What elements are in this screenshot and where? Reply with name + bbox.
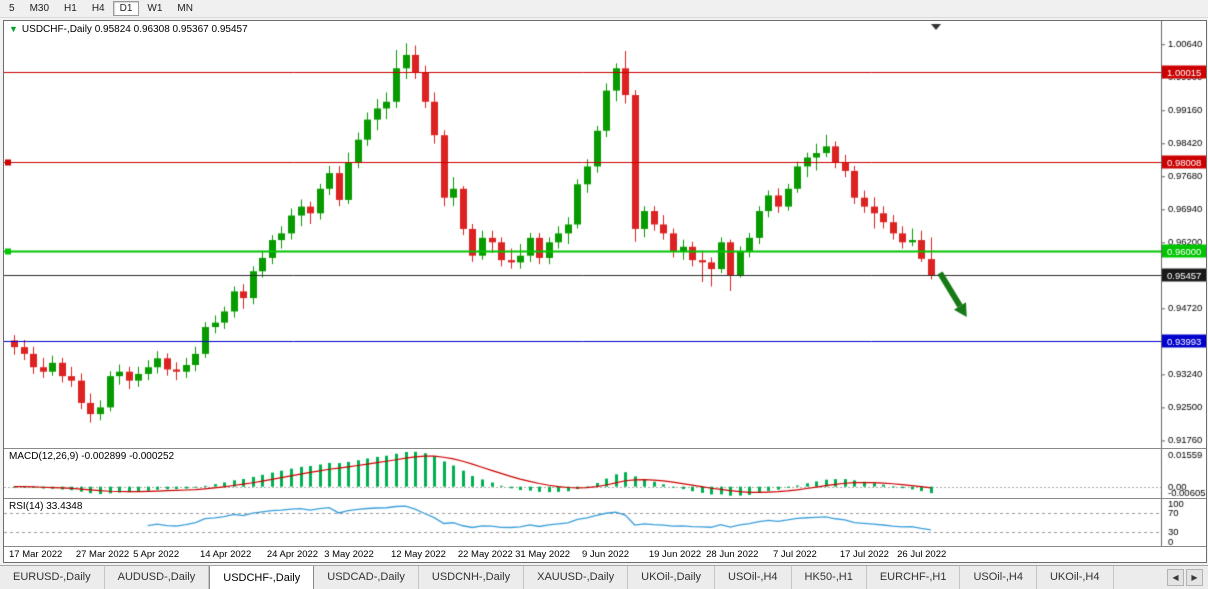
time-axis-label: 7 Jul 2022: [773, 549, 817, 560]
chart-tab-3[interactable]: USDCAD-,Daily: [314, 566, 419, 589]
macd-pane: MACD(12,26,9) -0.002899 -0.000252: [4, 449, 1206, 499]
chart-tab-0[interactable]: EURUSD-,Daily: [0, 566, 105, 589]
timeframe-button-m30[interactable]: M30: [23, 1, 56, 16]
chart-tab-11[interactable]: UKOil-,H4: [1037, 566, 1114, 589]
price-chart-canvas[interactable]: [4, 21, 1206, 448]
chart-window: ▼ USDCHF-,Daily 0.95824 0.96308 0.95367 …: [3, 20, 1207, 563]
chart-tabbar: EURUSD-,Daily AUDUSD-,Daily USDCHF-,Daily U…: [0, 565, 1208, 589]
chart-tab-2[interactable]: USDCHF-,Daily: [209, 566, 315, 589]
chart-tab-4[interactable]: USDCNH-,Daily: [419, 566, 525, 589]
chart-tab-8[interactable]: HK50-,H1: [792, 566, 867, 589]
time-axis-label: 3 May 2022: [324, 549, 374, 560]
timeframe-button-mn[interactable]: MN: [170, 1, 200, 16]
time-axis-label: 31 May 2022: [515, 549, 571, 560]
chart-tab-1[interactable]: AUDUSD-,Daily: [105, 566, 210, 589]
chart-tab-9[interactable]: EURCHF-,H1: [867, 566, 961, 589]
time-axis-label: 27 Mar 2022: [75, 549, 130, 560]
timeframe-button-5[interactable]: 5: [2, 1, 22, 16]
chart-tabs: EURUSD-,Daily AUDUSD-,Daily USDCHF-,Daily U…: [0, 566, 1162, 589]
time-axis-label: 17 Jul 2022: [839, 549, 889, 560]
time-axis-label: 9 Jun 2022: [582, 549, 630, 560]
time-axis-label: 5 Apr 2022: [133, 549, 180, 560]
time-axis-label: 12 May 2022: [391, 549, 446, 560]
chart-tab-7[interactable]: USOil-,H4: [715, 566, 792, 589]
time-axis-label: 14 Apr 2022: [200, 549, 252, 560]
time-axis-label: 28 Jun 2022: [706, 549, 759, 560]
time-axis-label: 22 May 2022: [457, 549, 513, 560]
macd-canvas[interactable]: [4, 449, 1206, 498]
tabs-scroll-left-button[interactable]: ◀: [1167, 569, 1184, 586]
chart-tab-10[interactable]: USOil-,H4: [960, 566, 1037, 589]
time-axis-label: 17 Mar 2022: [9, 549, 63, 560]
time-axis-label: 26 Jul 2022: [897, 549, 947, 560]
timeframe-toolbar: 5 M30 H1 H4 D1 W1 MN: [0, 0, 1208, 18]
timeframe-button-w1[interactable]: W1: [140, 1, 169, 16]
chart-tab-5[interactable]: XAUUSD-,Daily: [524, 566, 629, 589]
rsi-canvas[interactable]: [4, 499, 1206, 546]
time-axis-label: 24 Apr 2022: [266, 549, 319, 560]
timeframe-button-h1[interactable]: H1: [57, 1, 84, 16]
time-axis: 17 Mar 2022 27 Mar 2022 5 Apr 2022 14 Apr 2…: [4, 547, 1206, 562]
timeframe-button-d1[interactable]: D1: [112, 1, 140, 16]
rsi-pane: RSI(14) 33.4348: [4, 499, 1206, 547]
tabs-scroll-right-button[interactable]: ▶: [1186, 569, 1203, 586]
chart-tab-6[interactable]: UKOil-,Daily: [628, 566, 716, 589]
tab-scroll-controls: ◀ ▶: [1162, 566, 1208, 589]
price-pane: ▼ USDCHF-,Daily 0.95824 0.96308 0.95367 …: [4, 21, 1206, 449]
timeframe-button-h4[interactable]: H4: [85, 1, 112, 16]
time-axis-label: 19 Jun 2022: [648, 549, 702, 560]
